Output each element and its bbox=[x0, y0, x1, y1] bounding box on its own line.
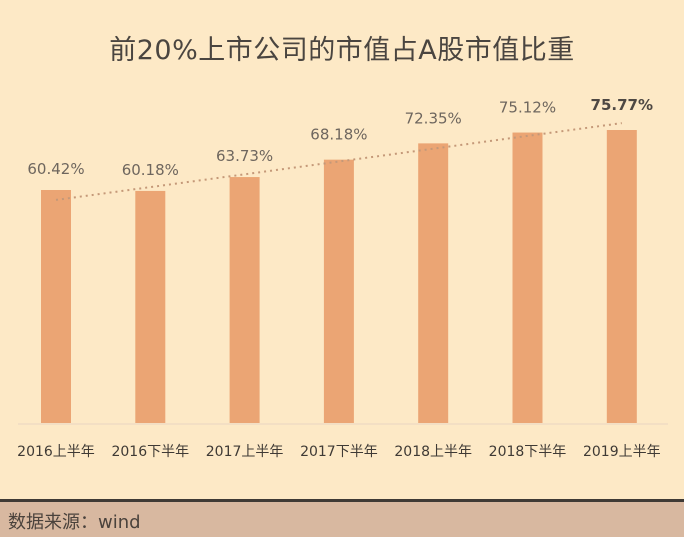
x-tick-label: 2018上半年 bbox=[394, 444, 472, 460]
bar-chart: 60.42% 2016上半年 60.18% 2016下半年 63.73% 2017上半年 6… bbox=[17, 96, 661, 460]
chart-title: 前20%上市公司的市值占A股市值比重 bbox=[109, 35, 575, 66]
bar bbox=[418, 143, 449, 423]
bar bbox=[606, 130, 637, 423]
bar bbox=[229, 177, 260, 423]
bar bbox=[512, 132, 543, 423]
x-tick-label: 2016下半年 bbox=[111, 444, 189, 460]
data-label: 72.35% bbox=[405, 109, 462, 127]
footer-divider bbox=[0, 499, 684, 502]
data-label: 63.73% bbox=[216, 147, 273, 165]
data-label: 60.18% bbox=[122, 161, 179, 179]
bar bbox=[135, 190, 166, 423]
x-tick-label: 2017下半年 bbox=[300, 444, 378, 460]
trend-line bbox=[55, 122, 622, 201]
data-label: 75.77% bbox=[591, 96, 653, 114]
data-label: 60.42% bbox=[27, 160, 84, 178]
x-tick-label: 2018下半年 bbox=[489, 444, 567, 460]
x-tick-label: 2016上半年 bbox=[17, 444, 95, 460]
bar bbox=[323, 159, 354, 423]
source-footer: 数据来源：wind bbox=[0, 502, 684, 537]
data-label: 75.12% bbox=[499, 99, 556, 117]
bar bbox=[41, 190, 71, 423]
data-label: 68.18% bbox=[310, 126, 367, 144]
x-tick-label: 2017上半年 bbox=[206, 444, 284, 460]
x-tick-label: 2019上半年 bbox=[583, 444, 661, 460]
source-label: 数据来源：wind bbox=[8, 512, 141, 533]
